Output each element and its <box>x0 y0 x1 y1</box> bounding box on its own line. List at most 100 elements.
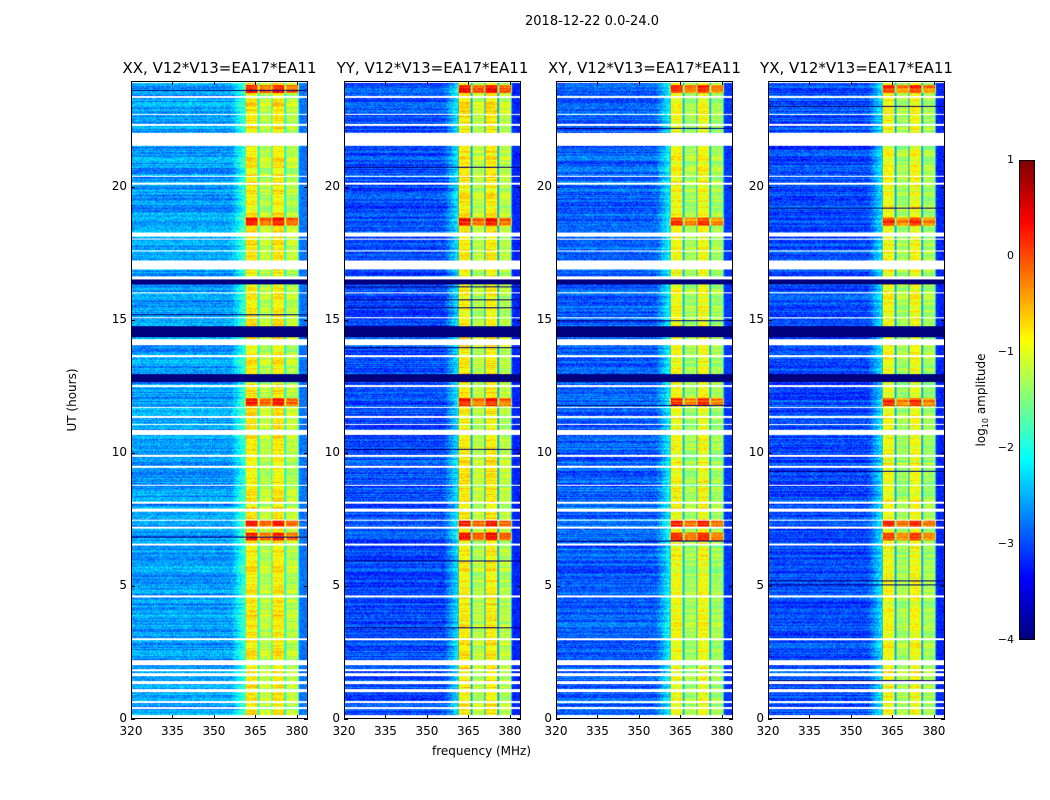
y-tick-mark <box>131 586 135 588</box>
x-tick-mark <box>296 81 298 85</box>
y-tick-label: 15 <box>111 312 127 327</box>
x-tick-mark <box>850 715 852 719</box>
x-tick-mark <box>172 715 174 719</box>
x-tick-mark <box>933 715 935 719</box>
y-tick-label: 5 <box>119 578 127 593</box>
colorbar <box>1019 160 1035 640</box>
y-tick-mark <box>768 187 772 189</box>
y-tick-mark <box>729 586 733 588</box>
colorbar-tick-label: 1 <box>1007 153 1014 166</box>
x-tick-label: 350 <box>627 724 651 738</box>
colorbar-tick-label: −1 <box>997 345 1014 358</box>
x-tick-mark <box>426 81 428 85</box>
colorbar-tick-label: −2 <box>997 441 1014 454</box>
x-tick-mark <box>850 81 852 85</box>
x-tick-label: 335 <box>798 724 821 738</box>
x-tick-mark <box>892 715 894 719</box>
y-tick-mark <box>344 320 348 322</box>
y-tick-label: 20 <box>536 179 552 194</box>
y-tick-mark <box>344 719 348 720</box>
colorbar-label: log10 amplitude <box>973 353 991 447</box>
x-tick-mark <box>344 715 345 719</box>
y-tick-label: 5 <box>332 578 340 593</box>
y-tick-mark <box>304 453 308 455</box>
y-tick-mark <box>304 719 308 720</box>
x-tick-mark <box>509 715 511 719</box>
y-tick-mark <box>941 719 945 720</box>
y-tick-mark <box>941 453 945 455</box>
x-tick-mark <box>638 715 640 719</box>
y-tick-mark <box>729 453 733 455</box>
y-tick-mark <box>768 320 772 322</box>
y-tick-mark <box>517 187 521 189</box>
y-tick-mark <box>941 586 945 588</box>
y-tick-label: 10 <box>536 445 552 460</box>
x-tick-mark <box>344 81 345 85</box>
heatmap-image <box>769 82 944 718</box>
y-tick-mark <box>304 586 308 588</box>
y-tick-label: 0 <box>756 711 764 725</box>
x-tick-mark <box>680 81 682 85</box>
y-tick-label: 15 <box>748 312 764 327</box>
x-tick-mark <box>468 81 470 85</box>
y-tick-mark <box>517 586 521 588</box>
y-tick-mark <box>768 719 772 720</box>
y-tick-label: 15 <box>536 312 552 327</box>
y-tick-label: 0 <box>119 711 127 725</box>
y-tick-mark <box>131 187 135 189</box>
x-tick-label: 320 <box>544 724 568 738</box>
x-tick-mark <box>809 715 811 719</box>
spectrogram-panel <box>556 81 733 719</box>
panel-title: XY, V12*V13=EA17*EA11 <box>548 59 741 77</box>
x-tick-label: 365 <box>244 724 267 738</box>
y-tick-label: 10 <box>748 445 764 460</box>
x-tick-mark <box>680 715 682 719</box>
x-tick-mark <box>556 81 557 85</box>
x-tick-mark <box>172 81 174 85</box>
x-tick-mark <box>933 81 935 85</box>
x-tick-label: 350 <box>415 724 439 738</box>
x-tick-mark <box>509 81 511 85</box>
y-tick-mark <box>729 719 733 720</box>
x-tick-mark <box>809 81 811 85</box>
spectrogram-panel <box>131 81 308 719</box>
y-tick-label: 0 <box>332 711 340 725</box>
x-tick-mark <box>213 715 215 719</box>
x-tick-mark <box>597 715 599 719</box>
y-tick-mark <box>344 187 348 189</box>
y-tick-mark <box>344 453 348 455</box>
y-tick-mark <box>517 320 521 322</box>
figure-title: 2018-12-22 0.0-24.0 <box>525 14 659 29</box>
y-tick-label: 20 <box>324 179 340 194</box>
y-tick-mark <box>556 719 560 720</box>
y-tick-mark <box>304 320 308 322</box>
x-tick-mark <box>892 81 894 85</box>
x-tick-label: 320 <box>119 724 143 738</box>
y-tick-label: 20 <box>111 179 127 194</box>
x-tick-label: 320 <box>332 724 356 738</box>
y-tick-label: 0 <box>544 711 552 725</box>
x-tick-label: 380 <box>922 724 946 738</box>
x-tick-mark <box>721 81 723 85</box>
x-tick-mark <box>426 715 428 719</box>
y-tick-label: 10 <box>111 445 127 460</box>
heatmap-image <box>132 82 307 718</box>
x-tick-mark <box>385 715 387 719</box>
y-tick-mark <box>729 320 733 322</box>
y-tick-mark <box>556 586 560 588</box>
x-tick-mark <box>768 81 769 85</box>
y-tick-mark <box>131 719 135 720</box>
panel-title: YY, V12*V13=EA17*EA11 <box>336 59 529 77</box>
y-tick-mark <box>556 453 560 455</box>
x-tick-mark <box>213 81 215 85</box>
x-tick-label: 335 <box>161 724 184 738</box>
y-tick-mark <box>768 586 772 588</box>
x-tick-mark <box>296 715 298 719</box>
y-tick-mark <box>729 187 733 189</box>
x-tick-mark <box>131 81 132 85</box>
x-tick-mark <box>768 715 769 719</box>
y-tick-mark <box>304 187 308 189</box>
x-tick-label: 380 <box>285 724 309 738</box>
heatmap-image <box>345 82 520 718</box>
